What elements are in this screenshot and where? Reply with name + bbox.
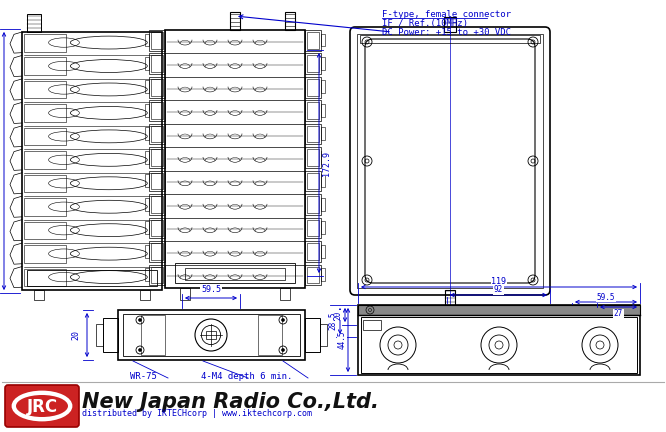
Bar [149, 54, 165, 74]
Bar [118, 310, 305, 360]
Bar [307, 102, 319, 119]
Bar [321, 57, 325, 70]
Bar [321, 268, 325, 281]
Bar [149, 77, 165, 98]
Text: 20: 20 [71, 330, 81, 340]
Text: New Japan Radio Co.,Ltd.: New Japan Radio Co.,Ltd. [82, 392, 379, 412]
Bar [151, 173, 163, 189]
Bar [151, 267, 163, 283]
Bar [151, 79, 163, 95]
Bar [149, 124, 165, 144]
Bar [151, 126, 163, 143]
Bar [34, 290, 44, 300]
Bar [175, 263, 295, 283]
Bar [165, 30, 305, 288]
Bar [24, 57, 66, 75]
Bar [307, 243, 319, 260]
Ellipse shape [13, 392, 71, 420]
Text: 4-M4 depth 6 min.: 4-M4 depth 6 min. [201, 372, 292, 381]
Bar [305, 194, 321, 215]
Text: 172.9: 172.9 [322, 150, 332, 175]
Bar [24, 222, 66, 239]
Circle shape [282, 349, 284, 352]
Bar [305, 30, 321, 51]
Bar [151, 102, 163, 119]
Bar [360, 35, 540, 43]
Text: IF / Ref.(10MHz): IF / Ref.(10MHz) [382, 19, 468, 28]
Bar [320, 324, 327, 346]
Text: 27: 27 [614, 309, 623, 318]
Bar [27, 14, 41, 32]
Bar [307, 79, 319, 95]
Bar [151, 243, 163, 260]
Bar [321, 127, 325, 140]
Bar [24, 198, 66, 216]
Circle shape [139, 318, 141, 321]
Bar [307, 267, 319, 283]
Bar [151, 32, 163, 49]
Bar [145, 221, 149, 234]
Bar [180, 288, 190, 300]
Bar [151, 55, 163, 72]
Bar [361, 317, 637, 373]
Bar [305, 147, 321, 168]
Bar [321, 151, 325, 164]
Bar [305, 124, 321, 144]
Bar [206, 331, 216, 339]
Bar [145, 127, 149, 140]
Bar [145, 104, 149, 117]
Bar [123, 314, 300, 356]
Text: distributed by IKTECHcorp | www.iktechcorp.com: distributed by IKTECHcorp | www.iktechco… [82, 409, 312, 418]
Text: 59.5: 59.5 [201, 286, 221, 295]
Bar [151, 219, 163, 236]
Bar [24, 245, 66, 263]
Bar [149, 171, 165, 191]
Bar [24, 81, 66, 98]
Bar [230, 12, 240, 30]
Bar [149, 147, 165, 168]
Bar [321, 245, 325, 257]
Bar [145, 245, 149, 257]
Bar [321, 198, 325, 211]
Bar [358, 305, 640, 375]
Bar [307, 196, 319, 213]
Text: WR-75: WR-75 [130, 372, 157, 381]
Bar [321, 34, 325, 46]
Bar [96, 324, 103, 346]
Bar [444, 17, 456, 32]
Bar [305, 241, 321, 262]
Circle shape [139, 349, 141, 352]
Bar [24, 105, 66, 122]
Bar [321, 221, 325, 234]
Bar [149, 100, 165, 121]
Bar [321, 104, 325, 117]
Bar [27, 270, 157, 286]
Bar [305, 264, 321, 285]
Text: 28.5: 28.5 [328, 312, 338, 330]
Bar [307, 173, 319, 189]
Bar [149, 264, 165, 285]
Bar [305, 318, 320, 352]
Bar [305, 54, 321, 74]
Bar [149, 218, 165, 238]
Text: 92: 92 [494, 286, 503, 295]
Bar [151, 196, 163, 213]
Bar [307, 149, 319, 166]
Bar [145, 174, 149, 187]
Bar [321, 174, 325, 187]
Text: 20: 20 [334, 310, 342, 320]
Bar [363, 320, 381, 330]
Bar [145, 80, 149, 93]
Bar [145, 151, 149, 164]
Bar [145, 198, 149, 211]
Bar [305, 171, 321, 191]
Text: JRC: JRC [27, 398, 57, 416]
Bar [258, 315, 282, 355]
Bar [280, 288, 290, 300]
Bar [358, 305, 640, 315]
Text: F-type, female connector: F-type, female connector [382, 10, 511, 19]
Bar [24, 34, 66, 51]
Text: 59.5: 59.5 [597, 292, 615, 302]
Bar [24, 269, 66, 286]
